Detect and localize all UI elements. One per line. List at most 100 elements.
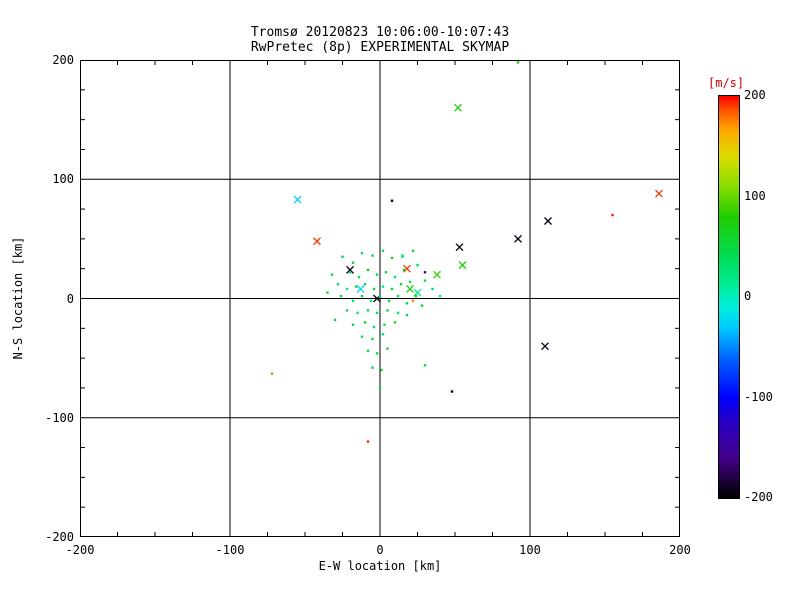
scatter-point-dot [393, 321, 397, 324]
scatter-point-dot [381, 333, 385, 336]
colorbar-tick-label: 200 [744, 88, 766, 102]
scatter-point-dot [330, 273, 334, 276]
scatter-point-dot [345, 309, 349, 312]
scatter-point-dot [351, 323, 355, 326]
scatter-point-dot [351, 261, 355, 264]
scatter-point-dot [381, 285, 385, 288]
x-tick-label: 100 [519, 543, 541, 557]
colorbar-unit-label: [m/s] [708, 76, 745, 90]
scatter-point-dot [326, 291, 329, 294]
scatter-point-x [455, 243, 464, 252]
scatter-point-dot [420, 304, 424, 307]
scatter-point-dot [270, 372, 274, 375]
scatter-point-dot [372, 287, 376, 291]
scatter-point-dot [375, 311, 379, 315]
scatter-point-dot [516, 61, 520, 64]
scatter-point-dot [339, 294, 343, 298]
scatter-point-dot [438, 294, 442, 298]
colorbar-gradient [718, 95, 740, 499]
scatter-point-dot [341, 255, 344, 258]
x-axis-label: E-W location [km] [318, 559, 442, 573]
scatter-point-dot [390, 256, 394, 260]
scatter-point-dot [351, 299, 355, 303]
x-tick-label: -200 [65, 543, 95, 557]
y-tick-label: 200 [52, 53, 74, 67]
scatter-point-dot [408, 280, 412, 284]
scatter-point-dot [402, 268, 406, 272]
scatter-point-dot [371, 254, 374, 257]
scatter-point-dot [371, 337, 374, 341]
scatter-point-dot [401, 255, 404, 258]
scatter-point-dot [360, 335, 364, 338]
scatter-point-dot [383, 323, 386, 326]
scatter-point-dot [411, 249, 415, 252]
x-tick-label: 200 [669, 543, 691, 557]
y-axis-label: N-S location [km] [11, 236, 25, 360]
y-tick-label: 0 [66, 291, 74, 306]
scatter-point-dot [366, 309, 370, 312]
scatter-point-x [346, 265, 354, 274]
scatter-point-dot [366, 440, 370, 443]
scatter-point-dot [333, 318, 337, 322]
scatter-point-dot [611, 213, 614, 217]
scatter-point-dot [336, 282, 340, 286]
scatter-point-dot [354, 285, 358, 288]
scatter-point-x [413, 288, 422, 297]
scatter-point-dot [416, 263, 419, 267]
scatter-point-x [544, 217, 552, 225]
colorbar-tick-label: -200 [744, 490, 773, 504]
colorbar-tick-label: -100 [744, 389, 773, 404]
x-tick-label: -100 [215, 543, 245, 557]
scatter-point-dot [390, 287, 394, 291]
scatter-point-dot [371, 366, 374, 369]
scatter-point-dot [396, 311, 400, 315]
scatter-point-dot [381, 249, 385, 252]
scatter-point-dot [357, 275, 361, 279]
scatter-point-x [454, 103, 462, 112]
scatter-point-dot [369, 299, 373, 303]
scatter-point-dot [431, 287, 434, 291]
scatter-point-dot [405, 313, 409, 317]
scatter-point-dot [372, 325, 376, 329]
scatter-point-x [514, 234, 522, 243]
scatter-point-x [433, 270, 441, 279]
scatter-point-dot [345, 287, 349, 291]
scatter-point-dot [375, 352, 379, 355]
scatter-point-dot [414, 294, 418, 298]
scatter-point-x [356, 285, 365, 293]
scatter-point-dot [366, 349, 370, 353]
scatter-point-dot [387, 299, 391, 303]
y-tick-label: -100 [45, 410, 74, 425]
colorbar-wrap [718, 95, 740, 499]
scatter-point-dot [348, 271, 352, 274]
colorbar-tick-label: 0 [744, 289, 752, 303]
scatter-point-dot [390, 199, 394, 202]
scatter-point-dot [363, 321, 367, 324]
scatter-point-dot [450, 390, 454, 393]
scatter-point-dot [411, 299, 415, 303]
scatter-point-dot [380, 368, 383, 372]
scatter-point-dot [356, 311, 359, 315]
scatter-point-dot [423, 364, 427, 367]
scatter-point-dot [384, 271, 388, 274]
plot-area [80, 60, 680, 537]
scatter-point-dot [423, 279, 427, 282]
scatter-point-x [293, 195, 302, 204]
page-title: Tromsø 20120823 10:06:00-10:07:43 [250, 25, 510, 40]
scatter-point-dot [386, 347, 389, 350]
scatter-point-dot [393, 275, 397, 279]
scatter-point-dot [405, 302, 409, 305]
y-tick-label: -200 [45, 530, 74, 544]
scatter-point-x [458, 261, 467, 270]
y-tick-label: 100 [52, 172, 74, 187]
scatter-point-dot [360, 251, 364, 255]
scatter-point-dot [363, 282, 367, 286]
scatter-point-dot [399, 282, 403, 286]
x-tick-label: 0 [376, 543, 384, 557]
plot-svg [80, 60, 680, 537]
scatter-point-x [406, 285, 414, 293]
scatter-point-dot [378, 294, 382, 298]
scatter-point-dot [378, 386, 382, 390]
scatter-point-dot [375, 273, 379, 276]
